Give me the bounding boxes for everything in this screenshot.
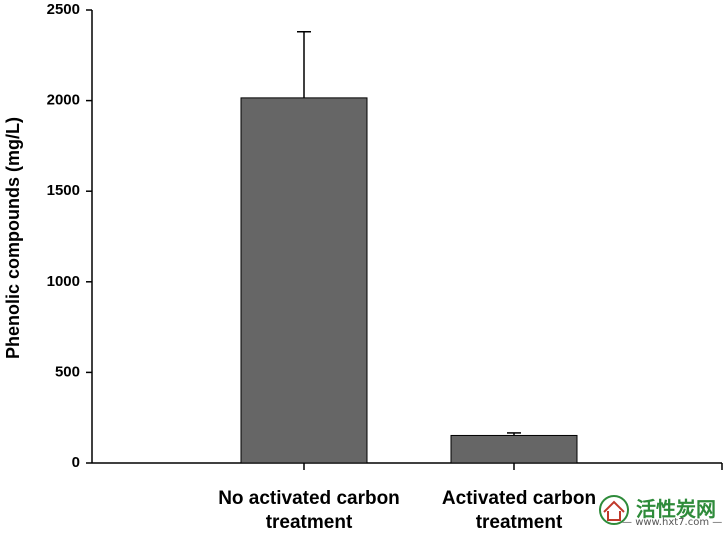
x-tick-label: Activated carbon treatment [441, 488, 597, 533]
watermark-url: — www.hxt7.com — [622, 517, 723, 528]
y-tick-label: 500 [55, 363, 80, 380]
y-axis-label: Phenolic compounds (mg/L) [3, 117, 23, 359]
x-tick-label: No activated carbon treatment [218, 488, 400, 533]
y-tick-label: 2000 [47, 92, 80, 109]
y-tick-label: 2500 [47, 1, 80, 18]
y-tick-label: 1000 [47, 273, 80, 290]
y-tick-label: 0 [72, 454, 80, 471]
bar [450, 434, 578, 464]
watermark-name: 活性炭网 [636, 497, 716, 521]
watermark-url-text: www.hxt7.com [635, 517, 710, 528]
bar [240, 97, 368, 464]
y-tick-label: 1500 [47, 182, 80, 199]
watermark-icon [599, 495, 629, 525]
